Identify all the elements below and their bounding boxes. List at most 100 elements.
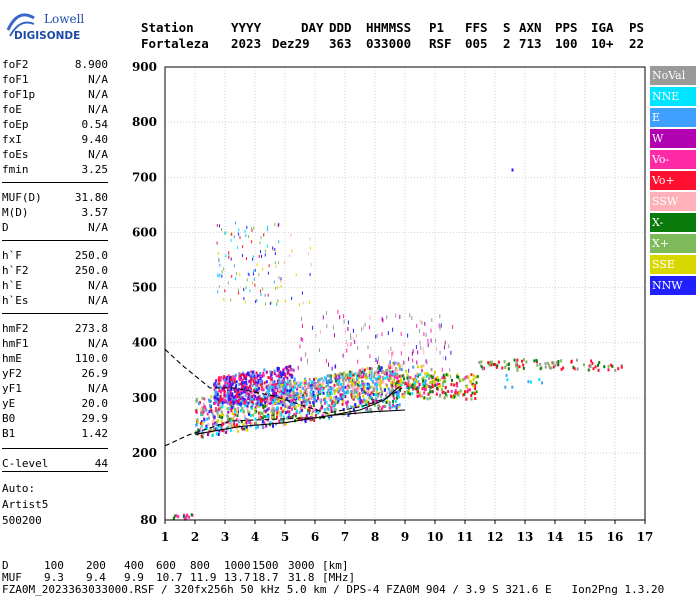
echo-point: [367, 345, 369, 350]
echo-point: [245, 377, 248, 380]
param-value: N/A: [88, 73, 108, 86]
param-value: 20.0: [81, 397, 109, 410]
echo-point: [243, 297, 245, 301]
echo-point: [215, 379, 218, 383]
echo-point: [209, 404, 212, 408]
echo-point: [300, 357, 302, 362]
echo-point: [277, 395, 279, 399]
echo-point: [438, 394, 441, 398]
echo-point: [281, 388, 284, 392]
echo-point: [278, 276, 280, 280]
echo-point: [269, 370, 272, 374]
echo-point: [220, 410, 223, 414]
echo-point: [199, 421, 202, 425]
echo-point: [391, 388, 394, 392]
echo-point: [245, 400, 248, 404]
distance-value: 100: [44, 559, 64, 572]
echo-point: [242, 371, 245, 375]
echo-point: [289, 386, 292, 389]
echo-point: [321, 388, 324, 392]
echo-point: [589, 364, 592, 368]
echo-point: [439, 384, 442, 388]
echo-point: [294, 405, 297, 409]
echo-point: [424, 382, 427, 386]
echo-point: [315, 399, 318, 403]
echo-point: [241, 378, 244, 382]
echo-point: [246, 405, 249, 408]
echo-point: [246, 418, 249, 422]
echo-point: [236, 246, 238, 250]
echo-point: [388, 363, 390, 368]
echo-point: [317, 411, 320, 415]
echo-point: [409, 385, 412, 389]
echo-point: [307, 411, 309, 415]
echo-point: [271, 370, 274, 374]
echo-point: [301, 291, 303, 295]
echo-point: [361, 400, 364, 404]
echo-point: [260, 411, 263, 415]
echo-point: [378, 367, 381, 371]
echo-point: [365, 376, 368, 380]
echo-point: [513, 358, 516, 362]
legend-item: X-: [650, 213, 696, 232]
echo-point: [380, 366, 383, 370]
echo-point: [284, 383, 287, 387]
echo-point: [474, 375, 477, 379]
echo-point: [375, 397, 378, 401]
echo-point: [421, 368, 423, 373]
echo-point: [388, 368, 391, 372]
echo-point: [401, 394, 404, 398]
echo-point: [318, 398, 321, 402]
echo-point: [235, 380, 238, 384]
echo-point: [291, 401, 294, 405]
echo-point: [366, 389, 369, 393]
echo-point: [271, 403, 274, 407]
echo-point: [359, 369, 361, 374]
echo-point: [230, 417, 233, 421]
echo-point: [539, 367, 542, 371]
echo-point: [233, 380, 236, 384]
echo-point: [227, 390, 230, 394]
echo-point: [366, 382, 369, 386]
echo-point: [291, 296, 293, 300]
echo-point: [231, 397, 233, 401]
echo-point: [394, 389, 397, 393]
echo-point: [272, 416, 275, 419]
echo-point: [288, 410, 291, 414]
echo-point: [405, 386, 408, 390]
echo-point: [393, 375, 396, 379]
echo-point: [246, 407, 249, 411]
echo-point: [297, 381, 300, 384]
echo-point: [533, 359, 536, 363]
echo-point: [381, 332, 383, 337]
echo-point: [251, 395, 254, 399]
echo-point: [300, 415, 303, 419]
echo-point: [377, 394, 379, 398]
echo-point: [423, 396, 426, 400]
echo-point: [278, 397, 281, 401]
echo-point: [245, 380, 248, 384]
echo-point: [309, 246, 311, 250]
echo-point: [213, 428, 215, 432]
echo-point: [342, 399, 345, 403]
echo-point: [246, 278, 248, 282]
echo-point: [398, 374, 401, 378]
echo-point: [326, 311, 327, 316]
echo-point: [411, 316, 413, 321]
axis-layer: 1 2 3 4 5 6 7 8 9 10 11 12 13 14 15 16 17802003004005006…: [132, 60, 653, 544]
echo-point: [341, 376, 344, 380]
echo-point: [361, 370, 364, 374]
echo-point: [221, 416, 224, 420]
echo-point: [299, 344, 301, 349]
echo-point: [228, 398, 231, 402]
echo-point: [264, 253, 266, 257]
echo-point: [224, 398, 227, 402]
echo-point: [354, 381, 357, 385]
echo-point: [211, 433, 214, 437]
echo-point: [200, 434, 203, 438]
echo-point: [253, 382, 256, 386]
echo-point: [238, 393, 241, 397]
echo-point: [295, 381, 297, 385]
echo-point: [369, 373, 371, 378]
echo-point: [233, 422, 236, 426]
